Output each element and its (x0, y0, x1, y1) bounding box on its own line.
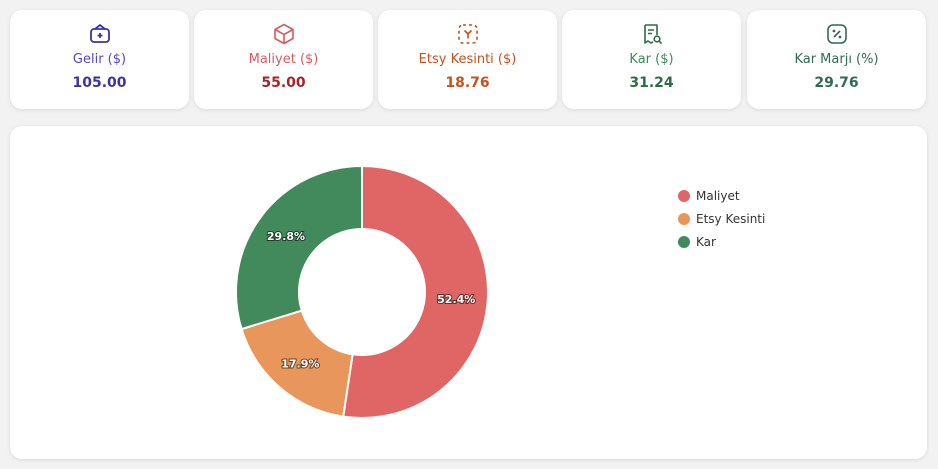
slice-kar[interactable] (235, 164, 363, 331)
legend-label-kar: Kar (696, 234, 716, 249)
etsy-fee-value: 18.76 (445, 75, 490, 91)
wallet-icon (89, 23, 110, 43)
slice-label-etsy-kesinti: 17.9% (281, 358, 319, 371)
margin-value: 29.76 (814, 75, 859, 91)
chart-legend: Maliyet Etsy Kesinti Kar (678, 184, 765, 253)
slice-etsy-kesinti[interactable] (240, 309, 354, 418)
slice-label-kar: 29.8% (267, 230, 305, 243)
etsy-fee-card: Etsy Kesinti ($) 18.76 (378, 10, 557, 109)
legend-swatch-maliyet (678, 189, 690, 202)
revenue-value: 105.00 (72, 75, 127, 91)
cost-value: 55.00 (261, 75, 306, 91)
legend-item-kar[interactable]: Kar (678, 230, 765, 253)
donut-chart: 52.4% 17.9% 29.8% (235, 164, 489, 419)
margin-card: Kar Marjı (%) 29.76 (747, 10, 926, 109)
deduction-icon (457, 24, 478, 44)
chart-panel: 52.4% 17.9% 29.8% Maliyet Etsy Kesinti Kar (10, 126, 927, 459)
margin-label: Kar Marjı (%) (794, 52, 879, 67)
revenue-label: Gelir ($) (72, 52, 127, 67)
legend-swatch-etsy-kesinti (678, 212, 690, 225)
profit-label: Kar ($) (629, 52, 674, 67)
legend-swatch-kar (678, 235, 690, 248)
cost-card: Maliyet ($) 55.00 (194, 10, 373, 109)
receipt-search-icon (643, 24, 662, 45)
legend-item-etsy-kesinti[interactable]: Etsy Kesinti (678, 207, 765, 230)
legend-item-maliyet[interactable]: Maliyet (678, 184, 765, 207)
profit-card: Kar ($) 31.24 (562, 10, 741, 109)
slice-label-maliyet: 52.4% (437, 293, 475, 306)
legend-label-maliyet: Maliyet (696, 188, 740, 203)
etsy-fee-label: Etsy Kesinti ($) (418, 52, 517, 67)
profit-value: 31.24 (629, 75, 674, 91)
revenue-card: Gelir ($) 105.00 (10, 10, 189, 109)
summary-cards: Gelir ($) 105.00 Maliyet ($) 55.00 Etsy … (10, 10, 928, 110)
box-icon (273, 23, 294, 45)
cost-label: Maliyet ($) (248, 52, 319, 67)
percent-icon (826, 24, 847, 44)
legend-label-etsy-kesinti: Etsy Kesinti (696, 211, 766, 226)
slice-maliyet[interactable] (342, 164, 489, 419)
